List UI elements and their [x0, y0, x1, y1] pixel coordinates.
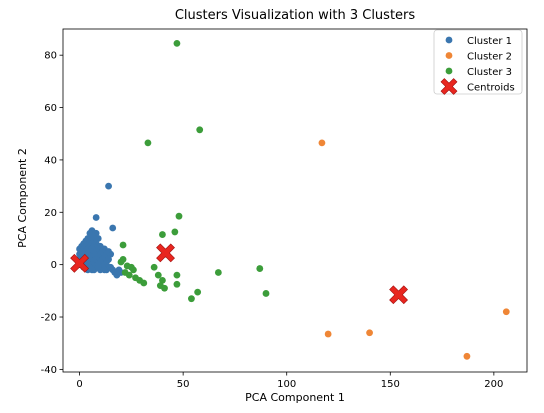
- y-tick-label: 40: [44, 155, 57, 166]
- cluster-3-point: [175, 212, 183, 220]
- cluster-3-point: [173, 40, 181, 47]
- cluster-3-point: [161, 284, 168, 292]
- cluster-1-point: [105, 182, 112, 190]
- cluster-3-point: [256, 265, 264, 272]
- cluster-3-point: [117, 258, 125, 266]
- cluster-3-point: [262, 290, 270, 297]
- cluster-1-point: [101, 266, 108, 274]
- cluster-1-point: [94, 235, 102, 242]
- x-tick-label: 50: [177, 379, 190, 390]
- cluster-1-point: [113, 271, 121, 279]
- cluster-1-point: [109, 224, 117, 232]
- cluster-3-point: [173, 271, 181, 279]
- cluster-3-point: [159, 231, 166, 238]
- centroids-marker: [389, 285, 408, 305]
- y-axis: -40 -20 0 20 40 60 80: [41, 51, 63, 376]
- y-tick-label: -20: [41, 313, 57, 324]
- cluster-1-point: [92, 214, 100, 221]
- cluster-3-point: [194, 288, 202, 296]
- cluster-2-point: [324, 330, 332, 338]
- cluster-2-point: [463, 352, 471, 360]
- x-axis-label: PCA Component 1: [245, 391, 345, 404]
- plot-frame: [62, 28, 528, 373]
- legend-centroid-marker: [440, 78, 458, 95]
- legend: Cluster 1 Cluster 2 Cluster 3 Centroids: [433, 29, 523, 95]
- cluster-2-point: [366, 329, 373, 337]
- plot-area: [62, 28, 528, 373]
- cluster-3-point: [119, 241, 127, 249]
- cluster-1-point: [107, 263, 115, 271]
- y-tick-label: 20: [44, 208, 57, 219]
- x-tick-label: 0: [76, 379, 82, 390]
- cluster-1-point: [94, 263, 102, 271]
- cluster-3-point: [196, 126, 204, 134]
- legend-cluster-2-label: Cluster 2: [467, 51, 512, 62]
- cluster-3-point: [144, 139, 152, 147]
- chart-title: Clusters Visualization with 3 Clusters: [175, 8, 416, 23]
- cluster-2-point: [502, 308, 510, 316]
- y-tick-label: 80: [44, 51, 57, 62]
- y-tick-label: 60: [44, 103, 57, 114]
- legend-cluster-3-marker: [445, 67, 453, 75]
- x-tick-label: 100: [277, 379, 296, 390]
- legend-cluster-3-label: Cluster 3: [467, 67, 512, 78]
- cluster-3-point: [154, 271, 162, 279]
- cluster-3-point: [130, 266, 137, 274]
- cluster-1-point: [88, 266, 96, 274]
- x-tick-label: 200: [484, 379, 503, 390]
- cluster-3-point: [173, 280, 181, 288]
- x-axis: 0 50 100 150 200: [76, 372, 503, 390]
- cluster-3-point: [150, 263, 158, 271]
- y-axis-label: PCA Component 2: [16, 148, 29, 248]
- cluster-3-point: [125, 271, 133, 279]
- y-tick-label: 0: [51, 260, 57, 271]
- cluster-3-point: [140, 279, 148, 287]
- legend-cluster-2-marker: [445, 52, 453, 59]
- legend-cluster-1-label: Cluster 1: [467, 36, 512, 47]
- centroids-marker: [156, 243, 175, 263]
- x-tick-label: 150: [381, 379, 400, 390]
- y-tick-label: -40: [41, 365, 57, 376]
- legend-box: [433, 29, 523, 95]
- legend-cluster-1-marker: [445, 36, 453, 44]
- cluster-3-point: [188, 295, 195, 303]
- cluster-3-point: [171, 228, 179, 236]
- cluster-3-point: [214, 269, 222, 276]
- legend-centroids-label: Centroids: [467, 82, 515, 93]
- cluster-3-point: [159, 276, 166, 284]
- centroids-marker: [70, 253, 89, 273]
- cluster-2-point: [318, 139, 326, 147]
